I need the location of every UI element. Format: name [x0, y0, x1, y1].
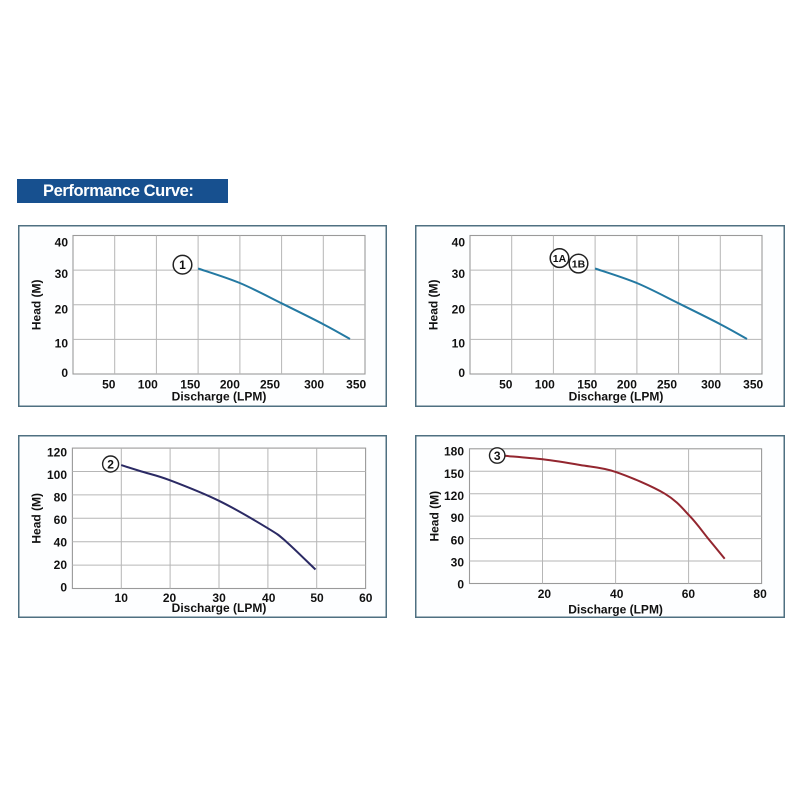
svg-text:100: 100: [535, 377, 555, 391]
svg-text:60: 60: [682, 587, 696, 601]
svg-text:20: 20: [452, 302, 466, 316]
svg-text:300: 300: [701, 377, 721, 391]
svg-text:40: 40: [55, 236, 69, 250]
svg-text:40: 40: [452, 236, 466, 250]
svg-text:350: 350: [743, 377, 763, 391]
svg-text:80: 80: [54, 491, 68, 505]
svg-text:150: 150: [444, 467, 464, 481]
svg-text:0: 0: [60, 581, 67, 595]
svg-text:20: 20: [55, 302, 69, 316]
svg-text:100: 100: [47, 468, 67, 482]
svg-text:10: 10: [115, 591, 129, 605]
svg-text:60: 60: [359, 591, 373, 605]
svg-text:100: 100: [138, 377, 158, 391]
svg-text:Discharge (LPM): Discharge (LPM): [569, 389, 664, 403]
svg-text:30: 30: [452, 267, 466, 281]
svg-text:120: 120: [444, 489, 464, 503]
svg-text:1: 1: [179, 258, 186, 272]
svg-text:50: 50: [499, 377, 513, 391]
svg-text:40: 40: [54, 536, 68, 550]
svg-text:20: 20: [54, 558, 68, 572]
svg-text:1B: 1B: [572, 258, 586, 270]
svg-text:40: 40: [610, 587, 624, 601]
svg-text:30: 30: [212, 591, 226, 605]
svg-text:50: 50: [310, 591, 324, 605]
svg-text:300: 300: [304, 377, 324, 391]
svg-text:Discharge (LPM): Discharge (LPM): [172, 601, 267, 615]
svg-text:10: 10: [55, 337, 69, 351]
svg-text:0: 0: [458, 366, 465, 380]
svg-text:40: 40: [262, 591, 276, 605]
svg-text:1A: 1A: [553, 253, 567, 265]
svg-text:350: 350: [346, 377, 366, 391]
svg-text:Head (M): Head (M): [428, 491, 442, 542]
svg-text:150: 150: [577, 377, 597, 391]
svg-text:10: 10: [452, 337, 466, 351]
svg-text:60: 60: [54, 513, 68, 527]
svg-text:Head (M): Head (M): [30, 279, 44, 330]
svg-text:200: 200: [617, 377, 637, 391]
svg-text:3: 3: [494, 449, 501, 463]
svg-text:90: 90: [451, 511, 465, 525]
svg-text:200: 200: [220, 377, 240, 391]
svg-text:180: 180: [444, 445, 464, 459]
svg-text:150: 150: [180, 377, 200, 391]
svg-text:50: 50: [102, 377, 116, 391]
svg-text:20: 20: [538, 587, 552, 601]
svg-text:20: 20: [163, 591, 177, 605]
svg-text:0: 0: [457, 578, 464, 592]
svg-text:250: 250: [260, 377, 280, 391]
svg-text:30: 30: [55, 267, 69, 281]
svg-text:Discharge (LPM): Discharge (LPM): [172, 389, 267, 403]
svg-text:80: 80: [753, 587, 767, 601]
svg-text:2: 2: [107, 457, 114, 471]
svg-text:30: 30: [451, 556, 465, 570]
svg-text:Discharge (LPM): Discharge (LPM): [568, 602, 663, 616]
svg-text:Head (M): Head (M): [30, 493, 44, 544]
svg-text:120: 120: [47, 446, 67, 460]
svg-text:250: 250: [657, 377, 677, 391]
svg-text:0: 0: [61, 366, 68, 380]
svg-text:60: 60: [451, 533, 465, 547]
svg-text:Head (M): Head (M): [427, 279, 441, 330]
